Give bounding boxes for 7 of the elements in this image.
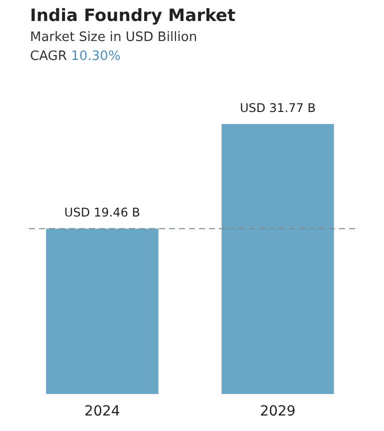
chart-title: India Foundry Market [30, 6, 236, 26]
data-label: USD 31.77 B [240, 101, 316, 115]
text: CAGR 10.30% [30, 49, 122, 64]
x-tick-label: 2029 [260, 404, 296, 420]
data-label: USD 19.46 B [64, 206, 140, 220]
x-tick-label: 2024 [84, 404, 120, 420]
chart-subtitle: Market Size in USD Billion [30, 30, 198, 45]
